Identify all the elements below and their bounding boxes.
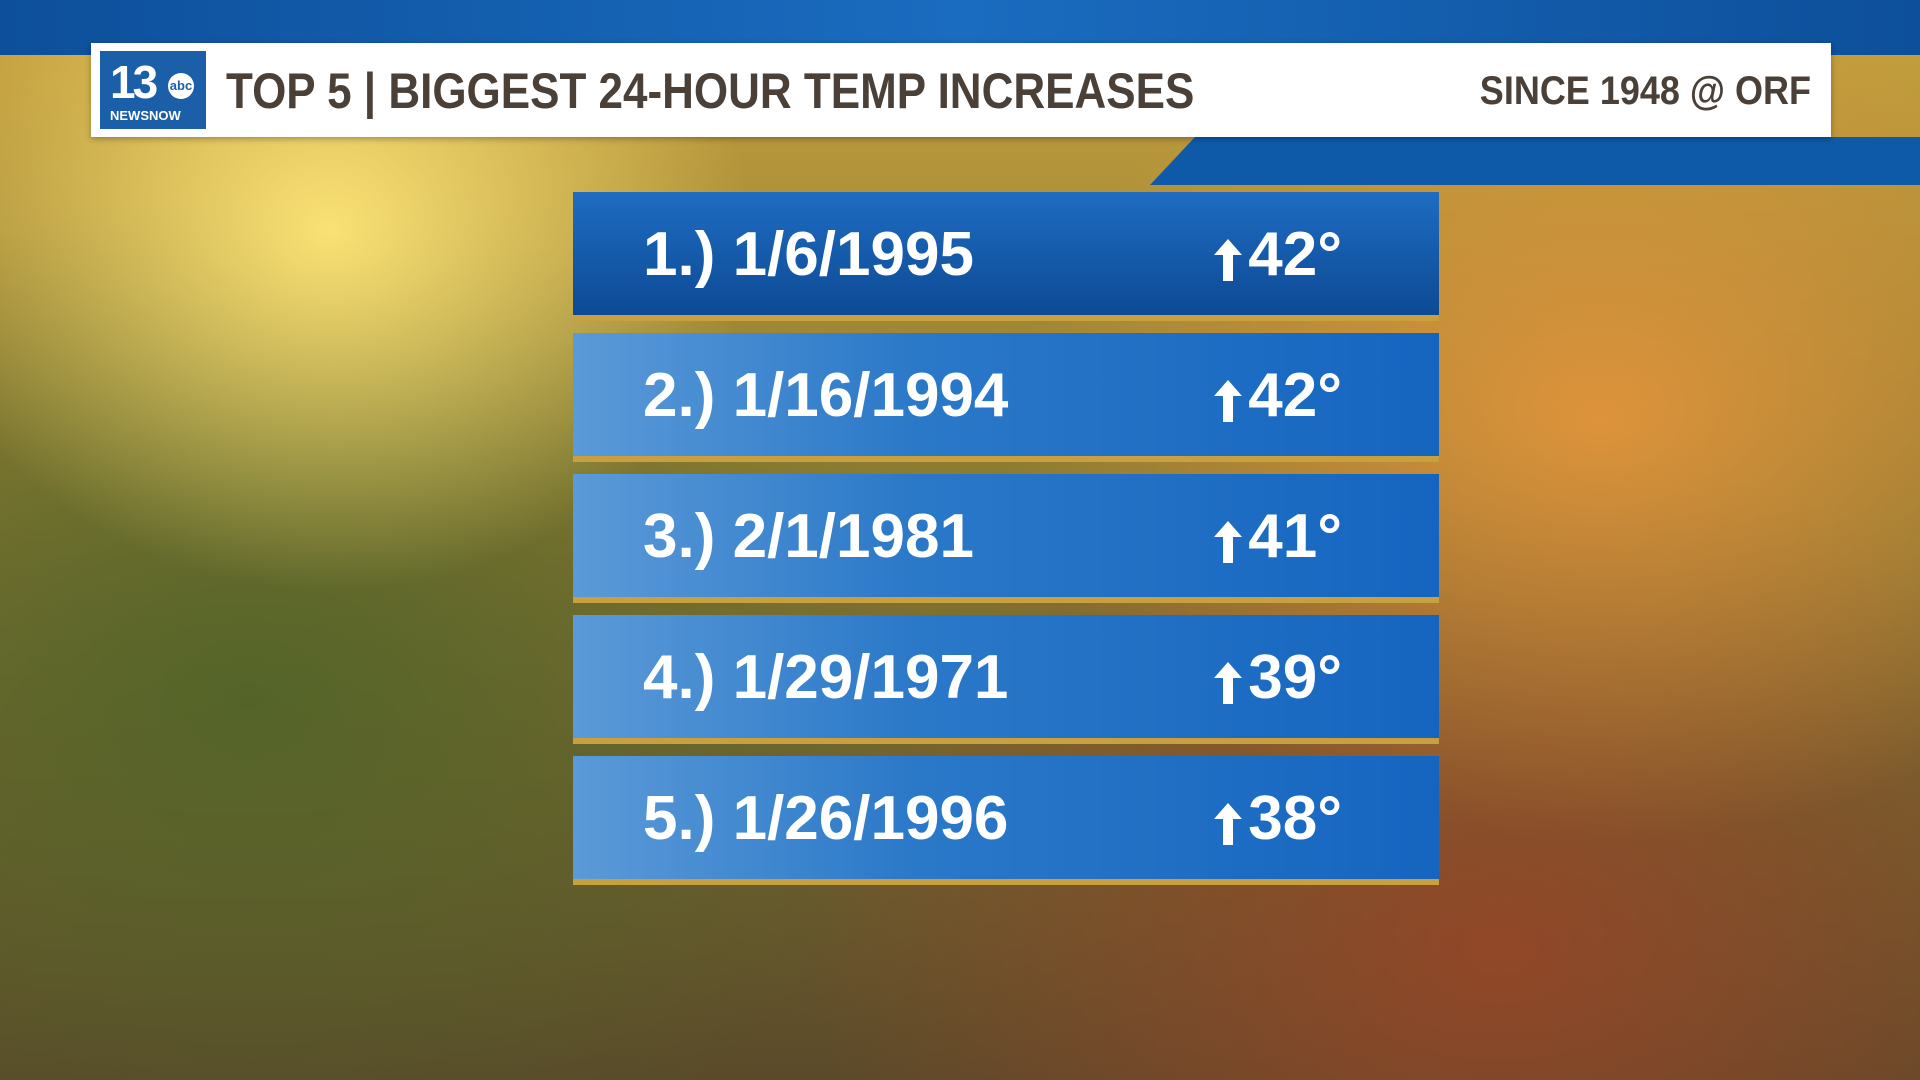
rank: 2.) [643,361,716,430]
logo-number: 13 [110,56,158,108]
date: 1/6/1995 [732,220,974,289]
up-arrow [1214,662,1242,704]
rank: 5.) [643,784,716,853]
row-label: 1.) 1/6/1995 [643,222,974,288]
subtitle: SINCE 1948 @ ORF [1479,69,1811,113]
rank: 1.) [643,220,716,289]
table-row: 2.) 1/16/1994 42° [573,333,1439,462]
temp-increase: 41° [1248,502,1342,571]
row-label: 3.) 2/1/1981 [643,504,974,570]
temp-increase: 42° [1248,361,1342,430]
header: 13 abc NEWSNOW TOP 5 | BIGGEST 24-HOUR T… [91,43,1831,137]
date: 2/1/1981 [732,502,974,571]
date: 1/29/1971 [732,643,1009,712]
logo-network: abc [168,73,194,99]
table-row: 5.) 1/26/1996 38° [573,756,1439,885]
row-label: 2.) 1/16/1994 [643,363,1008,429]
temp-increase: 39° [1248,643,1342,712]
arrow-shape [1214,239,1242,281]
rank: 4.) [643,643,716,712]
arrow-shape [1214,662,1242,704]
temp-increase: 42° [1248,220,1342,289]
row-label: 5.) 1/26/1996 [643,786,1008,852]
logo-brand: NEWSNOW [110,108,181,123]
title: TOP 5 | BIGGEST 24-HOUR TEMP INCREASES [226,63,1195,119]
logo: 13 abc NEWSNOW [100,51,206,129]
date: 1/16/1994 [732,361,1009,430]
header-band [1150,137,1920,185]
up-arrow [1214,239,1242,281]
table-row: 4.) 1/29/1971 39° [573,615,1439,744]
up-arrow [1214,803,1242,845]
temp-increase: 38° [1248,784,1342,853]
rank: 3.) [643,502,716,571]
up-arrow [1214,380,1242,422]
up-arrow [1214,521,1242,563]
arrow-shape [1214,521,1242,563]
arrow-shape [1214,803,1242,845]
table-row: 3.) 2/1/1981 41° [573,474,1439,603]
row-label: 4.) 1/29/1971 [643,645,1008,711]
date: 1/26/1996 [732,784,1009,853]
table-row: 1.) 1/6/1995 42° [573,192,1439,321]
arrow-shape [1214,380,1242,422]
